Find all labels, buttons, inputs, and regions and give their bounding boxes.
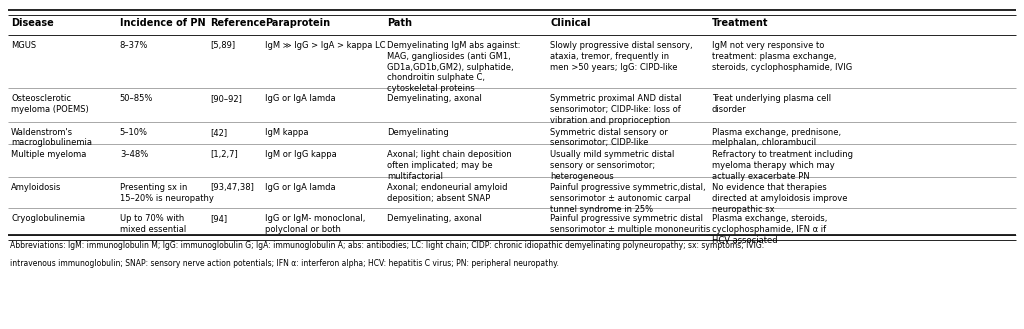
Text: MGUS: MGUS xyxy=(11,41,36,50)
Text: Disease: Disease xyxy=(11,18,53,28)
Text: No evidence that therapies
directed at amyloidosis improve
neuropathic sx: No evidence that therapies directed at a… xyxy=(712,183,847,214)
Text: Waldenstrom's
macroglobulinemia: Waldenstrom's macroglobulinemia xyxy=(11,128,92,147)
Text: Plasma exchange, steroids,
cyclophosphamide, IFN α if
HCV associated: Plasma exchange, steroids, cyclophospham… xyxy=(712,214,827,245)
Text: Up to 70% with
mixed essential: Up to 70% with mixed essential xyxy=(120,214,186,234)
Text: [94]: [94] xyxy=(211,214,227,223)
Text: Painful progressive symmetric,distal,
sensorimotor ± autonomic carpal
tunnel syn: Painful progressive symmetric,distal, se… xyxy=(550,183,706,214)
Text: Paraprotein: Paraprotein xyxy=(265,18,330,28)
Text: IgM or IgG kappa: IgM or IgG kappa xyxy=(265,150,337,159)
Text: [42]: [42] xyxy=(211,128,227,137)
Text: Cryoglobulinemia: Cryoglobulinemia xyxy=(11,214,85,223)
Text: intravenous immunoglobulin; SNAP: sensory nerve action potentials; IFN α: interf: intravenous immunoglobulin; SNAP: sensor… xyxy=(10,259,559,267)
Text: 50–85%: 50–85% xyxy=(120,94,154,104)
Text: [1,2,7]: [1,2,7] xyxy=(211,150,239,159)
Text: Reference: Reference xyxy=(211,18,266,28)
Text: Demyelinating, axonal: Demyelinating, axonal xyxy=(387,94,482,104)
Text: Path: Path xyxy=(387,18,412,28)
Text: Demyelinating, axonal: Demyelinating, axonal xyxy=(387,214,482,223)
Text: Plasma exchange, prednisone,
melphalan, chlorambucil: Plasma exchange, prednisone, melphalan, … xyxy=(712,128,841,147)
Text: 8–37%: 8–37% xyxy=(120,41,148,50)
Text: [5,89]: [5,89] xyxy=(211,41,236,50)
Text: Osteosclerotic
myeloma (POEMS): Osteosclerotic myeloma (POEMS) xyxy=(11,94,89,114)
Text: Multiple myeloma: Multiple myeloma xyxy=(11,150,86,159)
Text: IgM kappa: IgM kappa xyxy=(265,128,308,137)
Text: Amyloidosis: Amyloidosis xyxy=(11,183,61,192)
Text: Demyelinating IgM abs against:
MAG, gangliosides (anti GM1,
GD1a,GD1b,GM2), sulp: Demyelinating IgM abs against: MAG, gang… xyxy=(387,41,520,93)
Text: IgM not very responsive to
treatment: plasma exchange,
steroids, cyclophosphamid: IgM not very responsive to treatment: pl… xyxy=(712,41,852,71)
Text: IgG or IgM- monoclonal,
polyclonal or both: IgG or IgM- monoclonal, polyclonal or bo… xyxy=(265,214,366,234)
Text: Usually mild symmetric distal
sensory or sensorimotor;
heterogeneous: Usually mild symmetric distal sensory or… xyxy=(550,150,675,181)
Text: Presenting sx in
15–20% is neuropathy: Presenting sx in 15–20% is neuropathy xyxy=(120,183,214,203)
Text: IgM ≫ IgG > IgA > kappa LC: IgM ≫ IgG > IgA > kappa LC xyxy=(265,41,385,50)
Text: Treatment: Treatment xyxy=(712,18,768,28)
Text: Axonal; endoneurial amyloid
deposition; absent SNAP: Axonal; endoneurial amyloid deposition; … xyxy=(387,183,508,203)
Text: [90–92]: [90–92] xyxy=(211,94,243,104)
Text: Symmetric distal sensory or
sensorimotor; CIDP-like: Symmetric distal sensory or sensorimotor… xyxy=(550,128,668,147)
Text: Symmetric proximal AND distal
sensorimotor; CIDP-like: loss of
vibration and pro: Symmetric proximal AND distal sensorimot… xyxy=(550,94,682,125)
Text: Refractory to treatment including
myeloma therapy which may
actually exacerbate : Refractory to treatment including myelom… xyxy=(712,150,853,181)
Text: Axonal; light chain deposition
often implicated; may be
multifactorial: Axonal; light chain deposition often imp… xyxy=(387,150,512,181)
Text: Painful progressive symmetric distal
sensorimotor ± multiple mononeuritis: Painful progressive symmetric distal sen… xyxy=(550,214,711,234)
Text: Incidence of PN: Incidence of PN xyxy=(120,18,206,28)
Text: [93,47,38]: [93,47,38] xyxy=(211,183,254,192)
Text: IgG or IgA lamda: IgG or IgA lamda xyxy=(265,94,336,104)
Text: IgG or IgA lamda: IgG or IgA lamda xyxy=(265,183,336,192)
Text: 5–10%: 5–10% xyxy=(120,128,147,137)
Text: Slowly progressive distal sensory,
ataxia, tremor, frequently in
men >50 years; : Slowly progressive distal sensory, ataxi… xyxy=(550,41,693,71)
Text: 3–48%: 3–48% xyxy=(120,150,148,159)
Text: Treat underlying plasma cell
disorder: Treat underlying plasma cell disorder xyxy=(712,94,830,114)
Text: Demyelinating: Demyelinating xyxy=(387,128,449,137)
Text: Clinical: Clinical xyxy=(550,18,591,28)
Text: Abbreviations: IgM: immunoglobulin M; IgG: immunoglobulin G; IgA: immunoglobulin: Abbreviations: IgM: immunoglobulin M; Ig… xyxy=(10,241,764,250)
